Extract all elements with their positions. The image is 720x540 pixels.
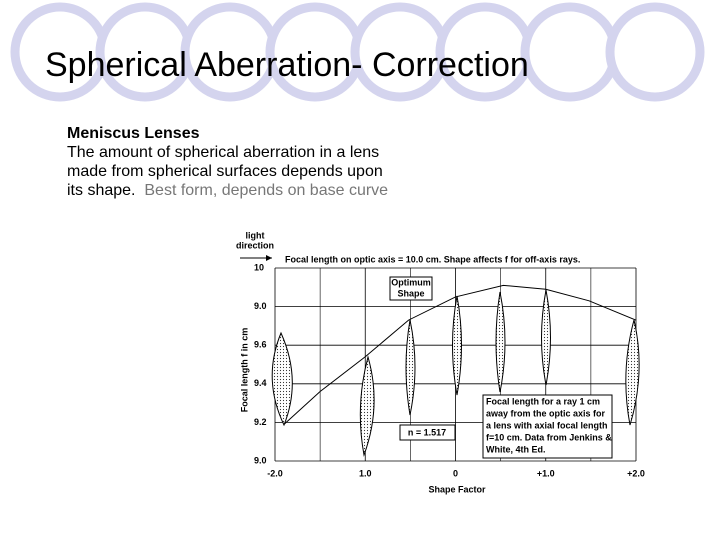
y-tick-label: 9.0	[254, 301, 267, 311]
note-line: a lens with axial focal length	[486, 420, 608, 430]
note-line: Focal length for a ray 1 cm	[486, 396, 600, 406]
index-box	[399, 424, 456, 441]
light-label: light	[246, 230, 265, 240]
index-label: n = 1.517	[408, 427, 446, 437]
note-text: Best form, depends on base curve	[144, 182, 389, 199]
body-text: The amount of spherical aberration in a …	[67, 144, 383, 199]
data-line	[283, 284, 637, 425]
heading: Meniscus Lenses	[67, 125, 200, 142]
note-line: away from the optic axis for	[486, 408, 606, 418]
x-tick-label: +1.0	[537, 468, 555, 478]
optimum-box	[389, 276, 433, 301]
note-line: f=10 cm. Data from Jenkins &	[486, 432, 612, 442]
note-box	[482, 394, 613, 459]
slide-title: Spherical Aberration- Correction	[45, 46, 529, 84]
arrow-head	[266, 255, 272, 261]
lens-shapes	[271, 289, 640, 457]
y-tick-label: 9.0	[254, 455, 267, 465]
y-axis-label: Focal length f in cm	[239, 328, 249, 413]
slide-text: Meniscus Lenses The amount of spherical …	[67, 124, 389, 200]
note-line: White, 4th Ed.	[486, 444, 546, 454]
y-tick-label: 9.6	[254, 340, 267, 350]
x-tick-label: 1.0	[359, 468, 372, 478]
chart-title: Focal length on optic axis = 10.0 cm. Sh…	[285, 254, 580, 264]
y-tick-label: 9.4	[254, 378, 267, 388]
light-label: direction	[236, 240, 274, 250]
x-axis-label: Shape Factor	[428, 484, 486, 494]
decorative-rings	[10, 2, 705, 102]
optimum-label: Optimum	[391, 277, 431, 287]
optimum-label: Shape	[397, 288, 424, 298]
x-tick-label: 0	[453, 468, 458, 478]
x-tick-label: -2.0	[267, 468, 283, 478]
y-tick-label: 10	[254, 262, 264, 272]
x-tick-label: +2.0	[627, 468, 645, 478]
y-tick-label: 9.2	[254, 417, 267, 427]
